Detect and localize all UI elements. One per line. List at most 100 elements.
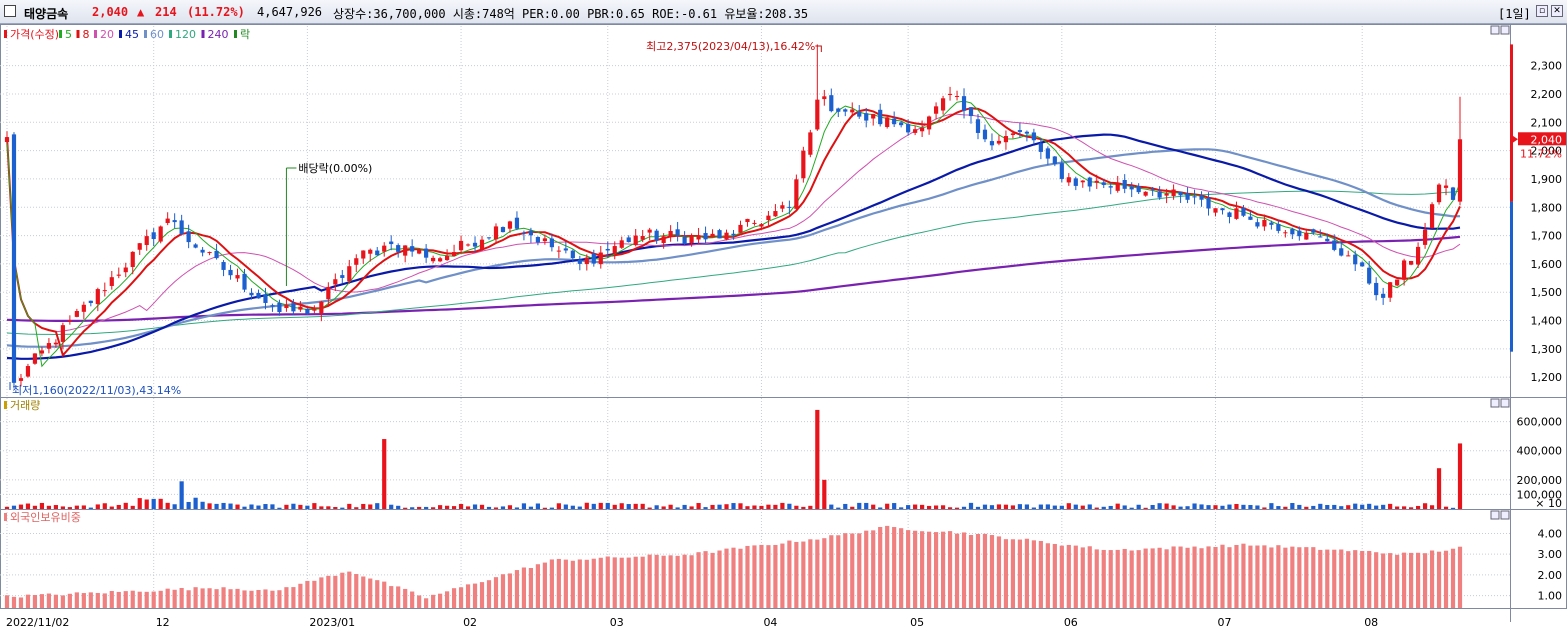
foreign-bar xyxy=(1436,551,1442,608)
foreign-bar xyxy=(933,532,939,608)
foreign-bar xyxy=(1388,553,1393,608)
x-tick-label: 03 xyxy=(610,616,624,629)
candle-body xyxy=(137,243,142,250)
foreign-bar xyxy=(780,543,785,608)
candle-body xyxy=(1010,133,1016,135)
candle-body xyxy=(1220,208,1225,211)
volume-bar xyxy=(745,506,750,509)
price-tick-label: 2,000 xyxy=(1531,145,1563,158)
candle-body xyxy=(88,300,93,304)
volume-bar xyxy=(1429,505,1435,509)
candle-body xyxy=(340,275,345,278)
foreign-bar xyxy=(556,558,561,608)
volume-bar xyxy=(53,505,58,509)
legend-marker xyxy=(4,30,7,38)
candle-body xyxy=(913,129,918,133)
volume-bar xyxy=(864,502,869,509)
candle-body xyxy=(25,366,31,377)
foreign-bar xyxy=(619,557,624,608)
foreign-bar xyxy=(165,588,170,608)
foreign-bar xyxy=(535,564,540,608)
volume-bar xyxy=(521,503,527,509)
stock-chart[interactable]: 1,200 1,300 1,400 1,500 1,600 1,700 1,800 1,900… xyxy=(0,24,1567,630)
volume-bar xyxy=(633,503,638,509)
foreign-bar xyxy=(836,535,841,608)
foreign-bar xyxy=(1171,546,1176,608)
candle-body xyxy=(947,93,953,95)
foreign-bar xyxy=(829,535,834,608)
candle-body xyxy=(752,222,757,224)
volume-bar xyxy=(18,504,24,509)
candle-body xyxy=(1318,236,1323,238)
volume-bar xyxy=(186,501,191,509)
volume-bar xyxy=(612,504,617,509)
candle-body xyxy=(1283,232,1288,234)
candle-body xyxy=(1073,178,1078,186)
foreign-bar xyxy=(1409,552,1414,608)
volume-bar xyxy=(1031,507,1036,509)
foreign-bar xyxy=(1038,540,1043,608)
candle-body xyxy=(486,237,492,239)
panel-close-icon xyxy=(1500,510,1510,520)
foreign-bar xyxy=(738,548,743,608)
foreign-bar xyxy=(368,578,373,608)
legend-marker xyxy=(144,30,147,38)
volume-bar xyxy=(913,504,918,509)
volume-bar xyxy=(417,506,422,509)
volume-bar xyxy=(95,504,100,509)
candle-body xyxy=(633,235,638,246)
volume-bar xyxy=(1213,505,1218,509)
price-tick-label: 2,100 xyxy=(1531,116,1563,129)
volume-bar xyxy=(1255,505,1260,509)
period-selector[interactable]: [1일] xyxy=(1498,7,1531,21)
volume-bar xyxy=(200,501,205,509)
volume-bar xyxy=(598,502,603,509)
volume-bar xyxy=(214,503,219,509)
foreign-bar xyxy=(493,577,499,608)
volume-bar xyxy=(11,505,17,509)
foreign-bar xyxy=(451,588,457,608)
volume-bar xyxy=(221,502,226,509)
candle-body xyxy=(382,245,387,252)
foreign-bar xyxy=(528,568,534,608)
foreign-bar xyxy=(968,534,974,608)
foreign-bar xyxy=(1227,547,1232,608)
volume-bar xyxy=(1436,468,1442,509)
volume-bar xyxy=(319,506,324,509)
candle-body xyxy=(899,122,904,126)
candle-body xyxy=(878,109,883,125)
volume-bar xyxy=(647,507,652,509)
volume-bar xyxy=(431,507,436,509)
candle-body xyxy=(857,111,862,117)
ma-line-45 xyxy=(6,133,1461,360)
candle-body xyxy=(1213,208,1218,213)
foreign-bar xyxy=(186,590,191,608)
stock-name[interactable]: 태양금속 xyxy=(24,7,69,21)
volume-bar xyxy=(396,505,401,509)
foreign-bar xyxy=(766,545,771,608)
volume-bar xyxy=(74,505,79,509)
volume-bar xyxy=(207,503,212,509)
volume-bar xyxy=(850,506,855,509)
volume-bar xyxy=(1297,504,1302,509)
foreign-bar xyxy=(954,533,960,608)
volume-bar xyxy=(1269,503,1274,509)
volume-bar xyxy=(305,505,310,509)
candle-body xyxy=(1178,191,1183,196)
foreign-bar xyxy=(1374,552,1379,608)
select-checkbox[interactable] xyxy=(4,5,16,17)
close-icon[interactable]: ✕ xyxy=(1551,5,1563,17)
candle-body xyxy=(1450,187,1456,200)
x-tick-label: 07 xyxy=(1218,616,1232,629)
candle-body xyxy=(668,230,673,237)
foreign-bar xyxy=(920,531,925,608)
x-tick-label: 02 xyxy=(463,616,477,629)
volume-bar xyxy=(1185,506,1190,509)
current-pct-tag-label: 11.72% xyxy=(1520,147,1562,160)
candle-body xyxy=(291,303,296,312)
volume-bar xyxy=(689,506,694,509)
volume-bar xyxy=(284,504,289,509)
candle-body xyxy=(11,134,17,383)
volume-bar xyxy=(640,503,645,509)
maximize-icon[interactable]: ▫ xyxy=(1536,5,1548,17)
